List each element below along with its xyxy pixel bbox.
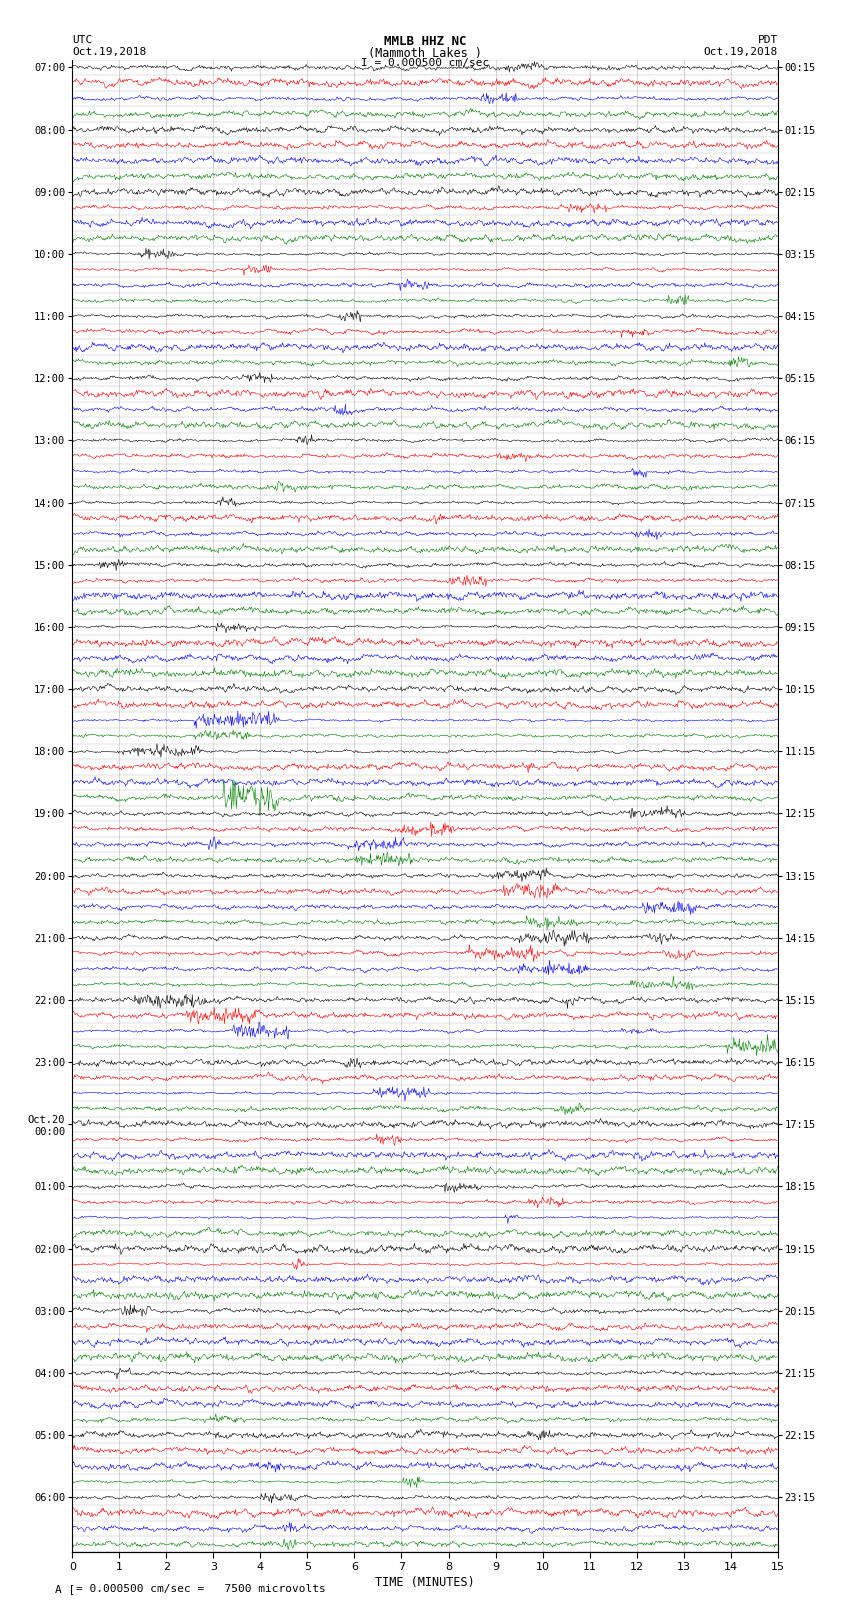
Text: (Mammoth Lakes ): (Mammoth Lakes ) — [368, 47, 482, 60]
Text: PDT: PDT — [757, 35, 778, 45]
Text: A [: A [ — [55, 1584, 76, 1594]
Text: = 0.000500 cm/sec =   7500 microvolts: = 0.000500 cm/sec = 7500 microvolts — [76, 1584, 326, 1594]
X-axis label: TIME (MINUTES): TIME (MINUTES) — [375, 1576, 475, 1589]
Text: Oct.19,2018: Oct.19,2018 — [704, 47, 778, 56]
Text: UTC: UTC — [72, 35, 93, 45]
Text: I = 0.000500 cm/sec: I = 0.000500 cm/sec — [361, 58, 489, 68]
Text: Oct.19,2018: Oct.19,2018 — [72, 47, 146, 56]
Text: MMLB HHZ NC: MMLB HHZ NC — [383, 35, 467, 48]
